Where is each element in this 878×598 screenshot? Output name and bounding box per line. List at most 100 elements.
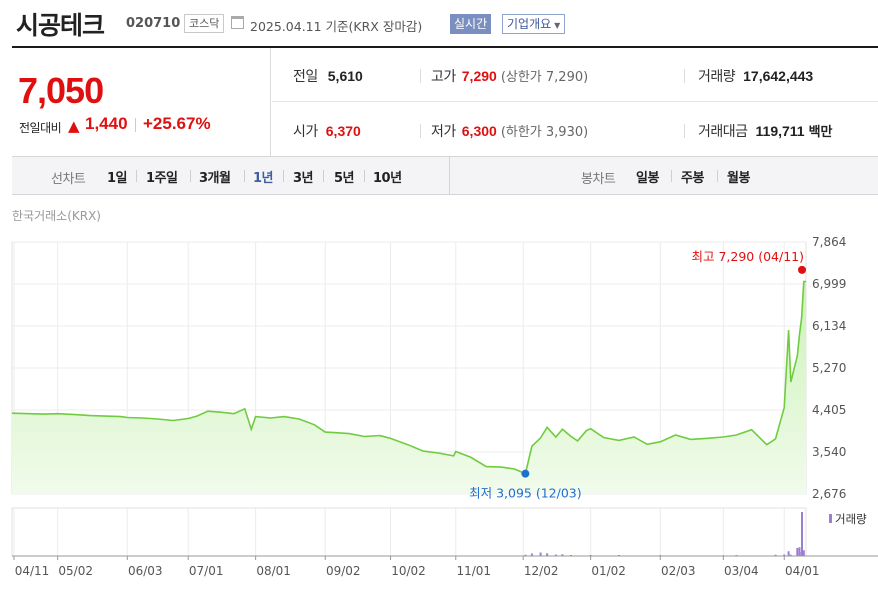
quote-separator <box>684 69 685 83</box>
x-tick-label: 11/01 <box>456 564 491 578</box>
volume-bar <box>787 551 790 556</box>
header-divider <box>12 46 878 48</box>
quote-row-divider <box>272 101 878 102</box>
open-label: 시가 <box>293 124 318 140</box>
price-line <box>11 280 806 475</box>
min-annotation: 최저 3,095 (12/03) <box>469 486 582 501</box>
volume-legend-swatch <box>829 514 832 523</box>
volume-bar <box>539 552 542 556</box>
y-tick-label: 6,999 <box>812 277 846 291</box>
trade-value-amount: 119,711 <box>755 123 805 139</box>
data-source: 한국거래소(KRX) <box>12 209 101 223</box>
period-separator <box>717 170 718 182</box>
volume-label: 거래량 <box>698 69 736 85</box>
stock-name: 시공테크 <box>16 11 105 40</box>
period-10y[interactable]: 10년 <box>373 171 402 186</box>
high-value: 7,290 <box>461 68 497 84</box>
change-label: 전일대비 <box>19 121 62 135</box>
period-5y[interactable]: 5년 <box>334 171 355 186</box>
candle-monthly[interactable]: 월봉 <box>727 171 750 186</box>
period-bar: 선차트 1일 1주일 3개월 1년 3년 5년 10년 봉차트 일봉 주봉 월봉 <box>12 157 878 195</box>
line-chart-label: 선차트 <box>51 172 86 187</box>
quote-bottom-border <box>12 156 878 157</box>
volume-bar <box>802 550 805 556</box>
stock-code: 020710 <box>126 16 181 31</box>
chart-annotations: 최고 7,290 (04/11) 최저 3,095 (12/03) 거래량 <box>469 249 867 526</box>
high-price: 고가 7,290 (상한가 7,290) <box>431 66 588 86</box>
volume-value: 17,642,443 <box>743 68 814 84</box>
y-tick-label: 3,540 <box>812 445 846 459</box>
change-percent: +25.67% <box>143 114 211 133</box>
volume: 거래량 17,642,443 <box>698 66 813 86</box>
dropdown-caret-icon: ▼ <box>554 21 561 30</box>
up-arrow-icon: ▲ <box>68 117 80 135</box>
volume-bar <box>796 548 799 556</box>
x-tick-label: 05/02 <box>58 564 93 578</box>
candle-daily[interactable]: 일봉 <box>636 171 659 186</box>
y-tick-label: 7,864 <box>812 235 846 249</box>
open-price: 시가 6,370 <box>293 121 361 141</box>
realtime-button[interactable]: 실시간 <box>450 14 492 34</box>
low-value: 6,300 <box>461 123 497 139</box>
x-tick-label: 01/02 <box>591 564 626 578</box>
volume-bar <box>546 553 549 556</box>
candle-chart-label: 봉차트 <box>581 172 616 187</box>
volume-legend-label: 거래량 <box>835 512 867 526</box>
x-tick-label: 10/02 <box>391 564 426 578</box>
chart-grid <box>11 241 807 556</box>
period-1d[interactable]: 1일 <box>107 171 128 186</box>
period-separator <box>364 170 365 182</box>
prev-close: 전일 5,610 <box>293 66 363 86</box>
calendar-icon <box>231 16 244 29</box>
prev-close-value: 5,610 <box>327 68 363 84</box>
period-separator <box>323 170 324 182</box>
volume-bar <box>524 554 527 556</box>
trade-value: 거래대금 119,711 백만 <box>698 121 833 141</box>
period-separator <box>190 170 191 182</box>
quote-separator <box>684 124 685 138</box>
volume-bar <box>774 554 777 556</box>
x-tick-label: 03/04 <box>724 564 759 578</box>
period-1y[interactable]: 1년 <box>253 171 274 186</box>
candle-weekly[interactable]: 주봉 <box>681 171 704 186</box>
period-3m[interactable]: 3개월 <box>199 171 231 186</box>
max-marker <box>798 265 806 274</box>
x-tick-label: 12/02 <box>524 564 559 578</box>
chart-area <box>11 280 806 494</box>
low-label: 저가 <box>431 124 456 140</box>
period-separator <box>244 170 245 182</box>
x-tick-label: 09/02 <box>326 564 361 578</box>
change-value: 1,440 <box>85 114 128 133</box>
volume-bar <box>554 554 557 556</box>
period-separator <box>283 170 284 182</box>
price-area-fill <box>12 281 806 494</box>
y-tick-label: 5,270 <box>812 361 846 375</box>
x-tick-label: 08/01 <box>256 564 291 578</box>
price-box: 7,050 전일대비 ▲ 1,440 +25.67% <box>12 48 271 156</box>
company-info-label: 기업개요 <box>507 17 552 31</box>
min-marker <box>521 469 530 478</box>
quote-separator <box>420 69 421 83</box>
period-3y[interactable]: 3년 <box>293 171 314 186</box>
open-value: 6,370 <box>325 123 361 139</box>
high-label: 고가 <box>431 69 456 85</box>
trade-value-unit: 백만 <box>808 124 833 139</box>
trade-value-label: 거래대금 <box>698 124 748 140</box>
volume-bar <box>530 553 533 556</box>
volume-bars <box>524 512 805 556</box>
market-badge: 코스닥 <box>184 14 225 33</box>
price-chart: 7,864 6,999 6,134 5,270 4,405 3,540 2,676 04/11… <box>11 235 878 578</box>
quote-separator <box>420 124 421 138</box>
quote-date: 2025.04.11 기준(KRX 장마감) <box>250 19 423 34</box>
x-tick-label: 06/03 <box>128 564 163 578</box>
x-tick-label: 04/11 <box>15 564 50 578</box>
upper-limit: (상한가 7,290) <box>500 70 589 85</box>
chart-axes: 7,864 6,999 6,134 5,270 4,405 3,540 2,676 04/11… <box>12 235 878 578</box>
company-info-button[interactable]: 기업개요 ▼ <box>502 14 566 34</box>
y-tick-label: 6,134 <box>812 319 846 333</box>
prev-close-label: 전일 <box>293 69 318 85</box>
period-1w[interactable]: 1주일 <box>146 171 178 186</box>
lower-limit: (하한가 3,930) <box>500 125 589 140</box>
period-bar-divider <box>449 157 450 195</box>
quote-panel: 7,050 전일대비 ▲ 1,440 +25.67% 전일 5,610 고가 7,2… <box>12 48 878 156</box>
